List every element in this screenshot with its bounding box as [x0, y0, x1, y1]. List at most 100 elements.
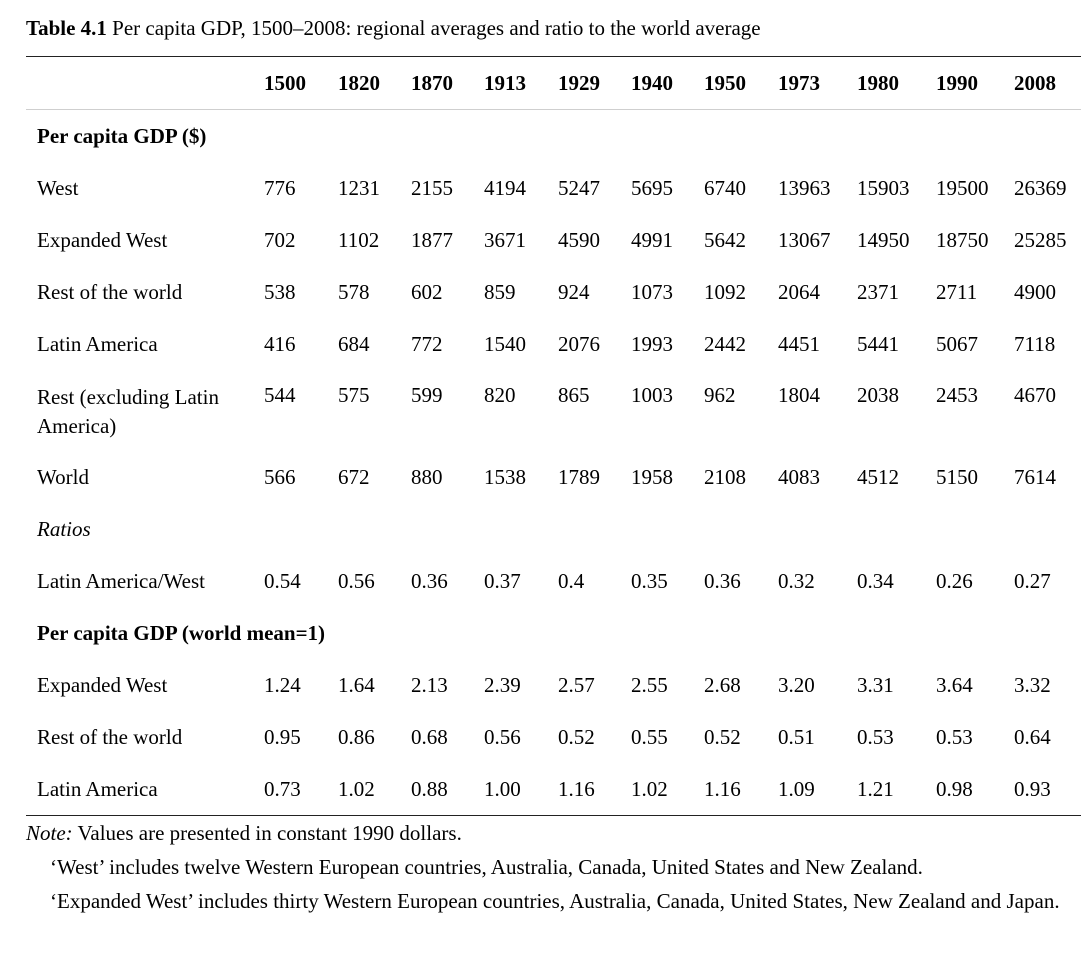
table-cell: 1003 — [631, 383, 673, 407]
table-cell: 1.02 — [631, 776, 668, 801]
table-caption-label: Table 4.1 — [26, 16, 107, 40]
table-cell: 1993 — [631, 331, 673, 356]
table-cell: 0.53 — [936, 724, 973, 749]
table-cell: 1540 — [484, 331, 526, 356]
table-row: Rest of the world 0.95 0.86 0.68 0.56 0.52 0.5… — [26, 711, 1081, 763]
table-cell: 3.31 — [857, 672, 894, 697]
table-cell: 0.52 — [704, 724, 741, 749]
document-page: Table 4.1 Per capita GDP, 1500–2008: reg… — [26, 12, 1082, 918]
table-cell: 1789 — [558, 464, 600, 489]
table-cell: 1.21 — [857, 776, 894, 801]
table-cell: 4991 — [631, 227, 673, 252]
table-row: Expanded West 1.24 1.64 2.13 2.39 2.57 2.55 2.6… — [26, 659, 1081, 711]
table-cell: 4451 — [778, 331, 820, 356]
table-cell: 0.37 — [484, 568, 521, 593]
table-cell: 5642 — [704, 227, 746, 252]
table-cell: 1.64 — [338, 672, 375, 697]
table-cell: 1102 — [338, 227, 380, 252]
table-cell: 702 — [264, 227, 296, 252]
table-cell: 1.02 — [338, 776, 375, 801]
table-cell: 2371 — [857, 279, 899, 304]
table-cell: 962 — [704, 383, 736, 407]
table-cell: 1804 — [778, 383, 820, 407]
table-cell: 1538 — [484, 464, 526, 489]
table-cell: 0.35 — [631, 568, 668, 593]
table-cell: 19500 — [936, 175, 989, 200]
table-cell: 599 — [411, 383, 443, 407]
table-caption-text: Per capita GDP, 1500–2008: regional aver… — [112, 16, 761, 40]
table-cell: 2.13 — [411, 672, 448, 697]
table-cell: 7614 — [1014, 464, 1056, 489]
table-cell: 2155 — [411, 175, 453, 200]
table-cell: 0.73 — [264, 776, 301, 801]
table-cell: 0.34 — [857, 568, 894, 593]
table-cell: 18750 — [936, 227, 989, 252]
table-cell: 1.24 — [264, 672, 301, 697]
table-cell: 544 — [264, 383, 296, 407]
header-year: 1973 — [778, 70, 820, 95]
table-cell: 578 — [338, 279, 370, 304]
table-cell: 0.56 — [338, 568, 375, 593]
note-lead: Note: — [26, 821, 73, 845]
table-row: Latin America/West 0.54 0.56 0.36 0.37 0.4 0.3… — [26, 555, 1081, 607]
table-cell: 5150 — [936, 464, 978, 489]
table-cell: 4900 — [1014, 279, 1056, 304]
note-line: Note: Values are presented in constant 1… — [26, 816, 1082, 850]
table-cell: 5441 — [857, 331, 899, 356]
row-label: Expanded West — [37, 672, 168, 697]
header-year: 2008 — [1014, 70, 1056, 95]
table-row: Rest of the world 538 578 602 859 924 1073 1092… — [26, 266, 1081, 318]
header-year: 1980 — [857, 70, 899, 95]
table-cell: 0.64 — [1014, 724, 1051, 749]
table-caption: Table 4.1 Per capita GDP, 1500–2008: reg… — [26, 12, 1082, 44]
row-label: Rest of the world — [37, 279, 183, 304]
row-label: Latin America — [37, 776, 158, 801]
row-label: Latin America/West — [37, 568, 205, 593]
header-year: 1913 — [484, 70, 526, 95]
table-cell: 0.54 — [264, 568, 301, 593]
section-heading-row: Ratios — [26, 503, 1081, 555]
table-cell: 1958 — [631, 464, 673, 489]
table-cell: 1.00 — [484, 776, 521, 801]
table-cell: 2.55 — [631, 672, 668, 697]
header-year: 1950 — [704, 70, 746, 95]
table-row: Rest (excluding Latin America) 544 575 599 8… — [26, 370, 1081, 451]
table-cell: 859 — [484, 279, 516, 304]
table-cell: 776 — [264, 175, 296, 200]
table-cell: 6740 — [704, 175, 746, 200]
table-cell: 1877 — [411, 227, 453, 252]
table-cell: 575 — [338, 383, 370, 407]
table-cell: 0.56 — [484, 724, 521, 749]
table-cell: 566 — [264, 464, 296, 489]
table-cell: 1.16 — [558, 776, 595, 801]
row-label: World — [37, 464, 89, 489]
table-cell: 0.36 — [704, 568, 741, 593]
section-heading: Ratios — [37, 516, 91, 541]
table-cell: 1.09 — [778, 776, 815, 801]
section-heading-row: Per capita GDP ($) — [26, 110, 1081, 162]
table-header-row: 1500 1820 1870 1913 1929 1940 1950 1973 … — [26, 57, 1081, 109]
table-cell: 2711 — [936, 279, 978, 304]
table-cell: 13067 — [778, 227, 831, 252]
table-cell: 4194 — [484, 175, 526, 200]
table-row: West 776 1231 2155 4194 5247 5695 6740 13963 1590… — [26, 162, 1081, 214]
table-cell: 880 — [411, 464, 443, 489]
note-expanded-west-definition: ‘Expanded West’ includes thirty Western … — [50, 889, 1060, 913]
table-cell: 865 — [558, 383, 590, 407]
table-cell: 2108 — [704, 464, 746, 489]
table-cell: 3671 — [484, 227, 526, 252]
table-cell: 7118 — [1014, 331, 1056, 356]
table-cell: 0.95 — [264, 724, 301, 749]
table-cell: 3.32 — [1014, 672, 1051, 697]
table-cell: 1.16 — [704, 776, 741, 801]
table-cell: 684 — [338, 331, 370, 356]
header-year: 1990 — [936, 70, 978, 95]
table-cell: 2064 — [778, 279, 820, 304]
table-cell: 0.4 — [558, 568, 585, 593]
table-header-rule — [26, 109, 1081, 110]
table-cell: 2.57 — [558, 672, 595, 697]
section-heading: Per capita GDP ($) — [37, 123, 207, 148]
table-cell: 0.52 — [558, 724, 595, 749]
table-bottom-rule — [26, 815, 1081, 816]
table-cell: 5067 — [936, 331, 978, 356]
